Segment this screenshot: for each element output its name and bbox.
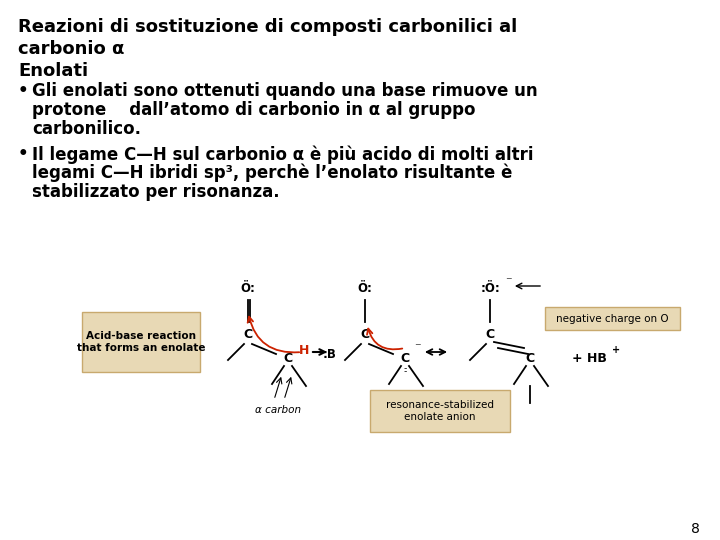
- Text: H: H: [299, 343, 309, 356]
- Text: carbonio α: carbonio α: [18, 40, 125, 58]
- FancyBboxPatch shape: [545, 307, 680, 330]
- Text: ∶∶: ∶∶: [403, 366, 407, 375]
- Text: ⁻: ⁻: [505, 275, 511, 288]
- Text: Enolati: Enolati: [18, 62, 88, 80]
- Text: Acid-base reaction
that forms an enolate: Acid-base reaction that forms an enolate: [77, 331, 205, 353]
- Text: C: C: [361, 327, 369, 341]
- Text: C: C: [243, 327, 253, 341]
- Text: stabilizzato per risonanza.: stabilizzato per risonanza.: [32, 183, 279, 201]
- Text: Ö:: Ö:: [358, 281, 372, 294]
- Text: •: •: [18, 145, 29, 163]
- FancyBboxPatch shape: [82, 312, 200, 372]
- Text: C: C: [526, 352, 534, 365]
- Text: C: C: [400, 352, 410, 365]
- Text: 8: 8: [691, 522, 700, 536]
- Text: +: +: [612, 345, 620, 355]
- Text: + HB: + HB: [572, 352, 607, 365]
- Text: :B: :B: [323, 348, 337, 361]
- Text: legami C—H ibridi sp³, perchè l’enolato risultante è: legami C—H ibridi sp³, perchè l’enolato …: [32, 164, 513, 183]
- Text: α carbon: α carbon: [255, 405, 301, 415]
- FancyBboxPatch shape: [370, 390, 510, 432]
- Text: carbonilico.: carbonilico.: [32, 120, 141, 138]
- Text: Gli enolati sono ottenuti quando una base rimuove un: Gli enolati sono ottenuti quando una bas…: [32, 82, 538, 100]
- Text: :Ö:: :Ö:: [480, 281, 500, 294]
- Text: ⁻: ⁻: [414, 341, 420, 354]
- Text: protone    dall’atomo di carbonio in α al gruppo: protone dall’atomo di carbonio in α al g…: [32, 101, 475, 119]
- Text: Reazioni di sostituzione di composti carbonilici al: Reazioni di sostituzione di composti car…: [18, 18, 517, 36]
- Text: resonance-stabilized
enolate anion: resonance-stabilized enolate anion: [386, 400, 494, 422]
- Text: Il legame C—H sul carbonio α è più acido di molti altri: Il legame C—H sul carbonio α è più acido…: [32, 145, 534, 164]
- Text: •: •: [18, 82, 29, 100]
- Text: C: C: [284, 352, 292, 365]
- Text: Ö:: Ö:: [240, 281, 256, 294]
- Text: C: C: [485, 327, 495, 341]
- Text: negative charge on O: negative charge on O: [556, 314, 669, 323]
